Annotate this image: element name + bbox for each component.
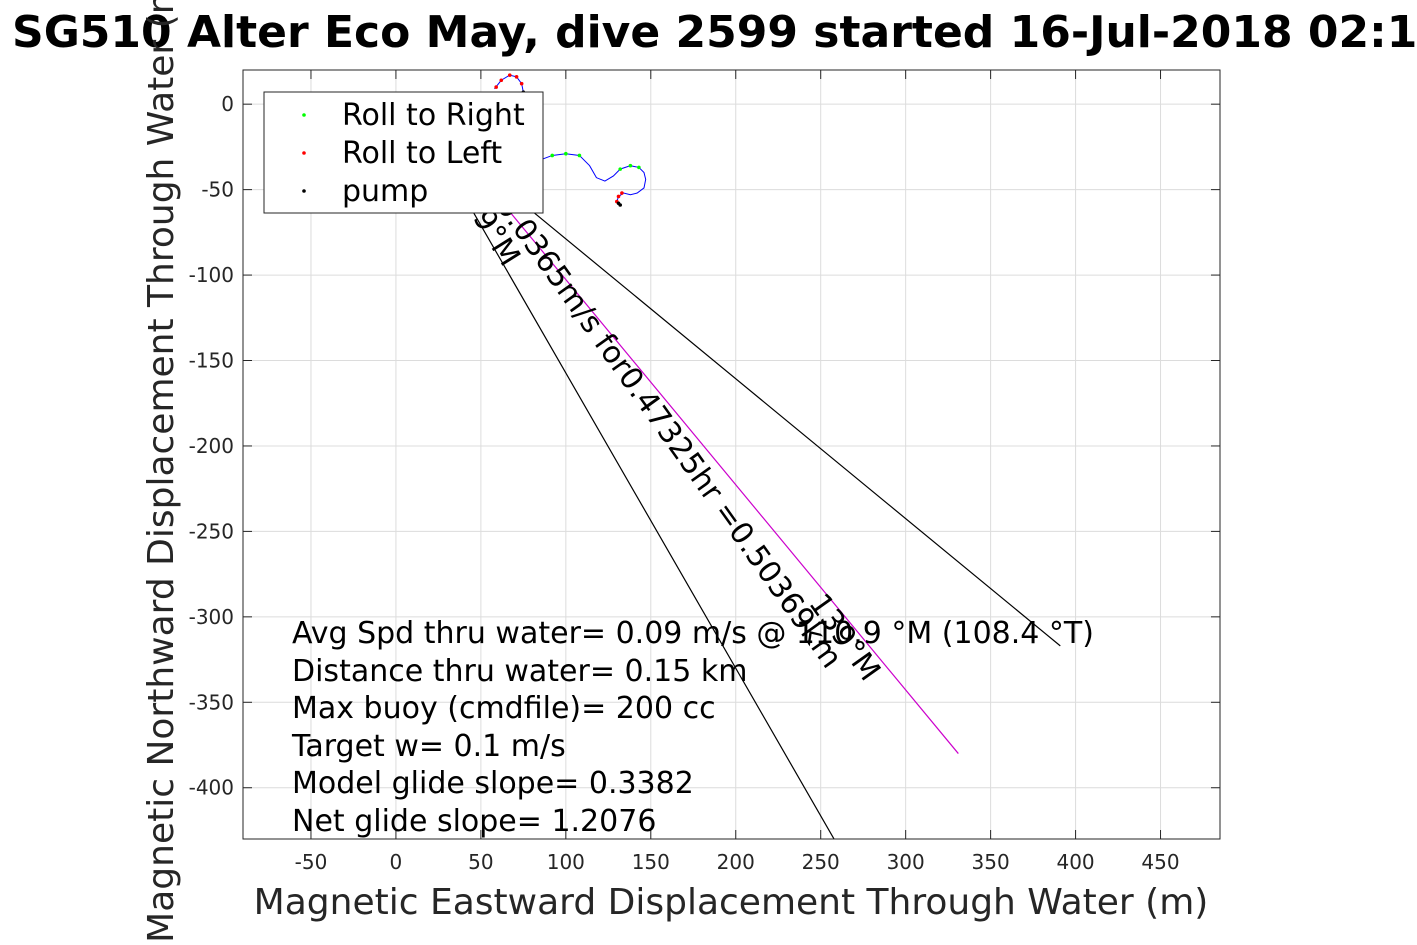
roll-right-point xyxy=(618,167,623,171)
roll-left-point xyxy=(620,191,624,195)
roll-left-point xyxy=(499,78,504,83)
roll-right-point xyxy=(577,153,582,158)
x-tick-label: 250 xyxy=(802,850,840,874)
stat-max-buoy: Max buoy (cmdfile)= 200 cc xyxy=(292,691,716,726)
y-tick-label: -300 xyxy=(189,605,234,629)
roll-left-point xyxy=(616,194,621,199)
stats-block: Avg Spd thru water= 0.09 m/s @ 110.9 °M … xyxy=(291,616,1094,839)
stat-distance: Distance thru water= 0.15 km xyxy=(292,654,747,689)
legend-label-pump: pump xyxy=(342,174,428,209)
y-tick-label: -50 xyxy=(201,178,234,202)
legend-label-roll-right: Roll to Right xyxy=(342,98,525,133)
chart-title: SG510 Alter Eco May, dive 2599 started 1… xyxy=(12,7,1417,58)
heading-line xyxy=(454,180,835,839)
heading-lines xyxy=(454,175,1061,839)
stat-model-glide: Model glide slope= 0.3382 xyxy=(292,766,694,801)
plot-frame xyxy=(242,69,1221,840)
roll-right-point xyxy=(564,151,568,156)
x-tick-label: 400 xyxy=(1056,850,1094,874)
stat-target-w: Target w= 0.1 m/s xyxy=(291,729,566,764)
y-tick-label: -250 xyxy=(189,519,234,543)
x-tick-label: 0 xyxy=(390,850,403,874)
y-tick-label: -100 xyxy=(189,263,234,287)
roll-right-point xyxy=(628,163,633,168)
pump-point xyxy=(616,201,621,206)
roll-right-point xyxy=(637,165,641,170)
y-tick-label: 0 xyxy=(221,92,234,116)
y-tick-label: -200 xyxy=(189,434,234,458)
x-axis-label: Magnetic Eastward Displacement Through W… xyxy=(254,882,1209,923)
x-tick-label: 450 xyxy=(1141,850,1179,874)
x-tick-label: 100 xyxy=(547,850,585,874)
legend-marker-roll-right xyxy=(302,113,306,117)
legend-marker-pump xyxy=(302,189,306,193)
roll-left-point xyxy=(507,73,512,77)
x-tick-label: 350 xyxy=(972,850,1010,874)
roll-right-point xyxy=(550,153,555,158)
x-tick-label: 300 xyxy=(887,850,925,874)
x-tick-label: 200 xyxy=(717,850,755,874)
legend-marker-roll-left xyxy=(302,151,306,155)
x-tick-label: -50 xyxy=(295,850,328,874)
y-axis-label: Magnetic Northward Displacement Through … xyxy=(141,0,182,943)
heading-line xyxy=(488,175,1061,647)
y-tick-label: -150 xyxy=(189,349,234,373)
axis-ticks: -50 0 50 100 150 200 250 300 350 400 450 0 -50 -100 -1… xyxy=(189,70,1220,874)
stat-avg-speed: Avg Spd thru water= 0.09 m/s @ 110.9 °M … xyxy=(292,616,1094,651)
heading-line xyxy=(483,180,959,754)
stat-net-glide: Net glide slope= 1.2076 xyxy=(292,804,656,839)
roll-left-point xyxy=(519,81,524,86)
x-tick-label: 50 xyxy=(468,850,493,874)
x-tick-label: 150 xyxy=(632,850,670,874)
roll-left-point xyxy=(514,75,519,79)
roll-left-point xyxy=(494,85,498,89)
legend: Roll to Right Roll to Left pump xyxy=(263,91,544,214)
legend-box xyxy=(263,91,544,214)
y-tick-label: -400 xyxy=(189,776,234,800)
legend-label-roll-left: Roll to Left xyxy=(342,136,502,171)
y-tick-label: -350 xyxy=(189,690,234,714)
